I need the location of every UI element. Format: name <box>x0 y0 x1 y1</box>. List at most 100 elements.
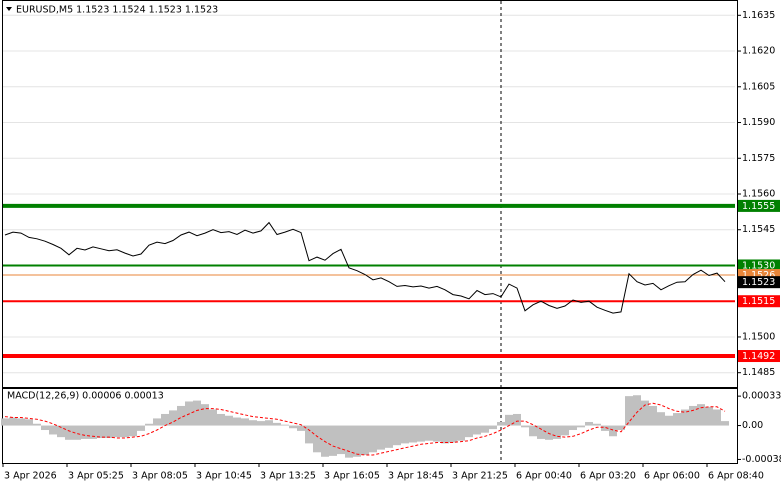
macd-bar <box>193 400 201 426</box>
x-tick-label: 3 Apr 21:25 <box>452 471 508 482</box>
macd-bar <box>257 421 265 426</box>
macd-bar <box>241 418 249 426</box>
macd-bar <box>345 425 353 458</box>
macd-bar <box>265 420 273 426</box>
macd-bar <box>105 425 113 439</box>
x-tick-label: 3 Apr 16:05 <box>324 471 380 482</box>
macd-bar <box>9 417 17 426</box>
macd-bar <box>609 425 617 437</box>
macd-bar <box>89 425 97 439</box>
y-tick-label: 1.1590 <box>742 117 775 128</box>
macd-bar <box>97 425 105 439</box>
macd-bar <box>121 425 129 438</box>
macd-bar <box>337 425 345 455</box>
macd-bar <box>305 425 313 444</box>
macd-bar <box>49 425 57 435</box>
macd-bar <box>721 421 729 426</box>
macd-bar <box>409 425 417 443</box>
macd-bar <box>73 425 81 440</box>
macd-bar <box>113 425 121 438</box>
macd-bar <box>425 425 433 441</box>
macd-bar <box>505 414 513 426</box>
macd-bar <box>473 425 481 435</box>
macd-bar <box>521 425 529 428</box>
macd-bar <box>601 425 609 431</box>
macd-bar <box>417 425 425 442</box>
macd-bar <box>401 425 409 444</box>
macd-bar <box>233 417 241 426</box>
macd-bar <box>481 425 489 433</box>
macd-bar <box>569 425 577 431</box>
level-label-box <box>738 295 780 308</box>
x-tick-label: 3 Apr 10:45 <box>196 471 252 482</box>
macd-bar <box>433 425 441 442</box>
macd-bar <box>529 425 537 437</box>
macd-bar <box>153 418 161 426</box>
x-tick-label: 3 Apr 08:05 <box>132 471 188 482</box>
macd-bar <box>25 419 33 426</box>
y-tick-label: 0.00 <box>742 420 763 431</box>
macd-bar <box>593 423 601 426</box>
dropdown-icon <box>6 7 12 11</box>
macd-bar <box>17 418 25 426</box>
macd-bar <box>137 425 145 431</box>
macd-bar <box>41 425 49 431</box>
y-tick-label: 1.1485 <box>742 367 775 378</box>
current-price-box <box>738 276 780 289</box>
macd-bar <box>585 421 593 426</box>
y-tick-label: 1.1575 <box>742 153 775 164</box>
level-label: 1.1555 <box>742 201 775 212</box>
macd-bar <box>449 425 457 443</box>
x-tick-label: 3 Apr 13:25 <box>260 471 316 482</box>
macd-bar <box>33 423 41 426</box>
macd-bar <box>65 425 73 440</box>
macd-bar <box>361 425 369 455</box>
y-tick-label: 0.00033 <box>742 391 781 402</box>
current-price-label: 1.1523 <box>742 277 775 288</box>
macd-bar <box>465 425 473 438</box>
macd-bar <box>625 396 633 426</box>
macd-bar <box>665 415 673 426</box>
macd-bar <box>497 421 505 426</box>
macd-bar <box>169 410 177 426</box>
level-label-box <box>738 350 780 363</box>
macd-bar <box>177 405 185 426</box>
x-tick-label: 3 Apr 05:25 <box>68 471 124 482</box>
macd-bar <box>561 425 569 436</box>
macd-bar <box>673 413 681 426</box>
macd-bar <box>489 425 497 430</box>
macd-bar <box>249 420 257 426</box>
y-tick-label: 1.1635 <box>742 10 775 21</box>
level-label: 1.1526 <box>742 270 775 281</box>
x-tick-label: 3 Apr 2026 <box>4 471 57 482</box>
macd-bar <box>649 405 657 426</box>
y-tick-label: 1.1620 <box>742 46 775 57</box>
macd-bar <box>577 425 585 428</box>
macd-bar <box>689 405 697 426</box>
macd-bar <box>145 423 153 426</box>
macd-bar <box>273 422 281 426</box>
level-label: 1.1530 <box>742 260 775 271</box>
macd-bar <box>353 425 361 457</box>
x-tick-label: 3 Apr 18:45 <box>388 471 444 482</box>
level-label: 1.1515 <box>742 296 775 307</box>
macd-bar <box>633 395 641 426</box>
macd-bar <box>457 425 465 441</box>
macd-bar <box>313 425 321 453</box>
macd-bar <box>201 404 209 426</box>
y-tick-label: 1.1560 <box>742 189 775 200</box>
macd-bar <box>1 418 9 426</box>
macd-bar <box>513 413 521 426</box>
macd-bar <box>161 413 169 426</box>
macd-bar <box>713 409 721 426</box>
macd-bar <box>697 404 705 426</box>
macd-bar <box>281 424 289 426</box>
macd-bar <box>641 400 649 426</box>
macd-bar <box>441 425 449 444</box>
macd-bar <box>657 412 665 426</box>
macd-bar <box>129 425 137 437</box>
macd-bar <box>681 409 689 426</box>
level-label: 1.1492 <box>742 351 775 362</box>
